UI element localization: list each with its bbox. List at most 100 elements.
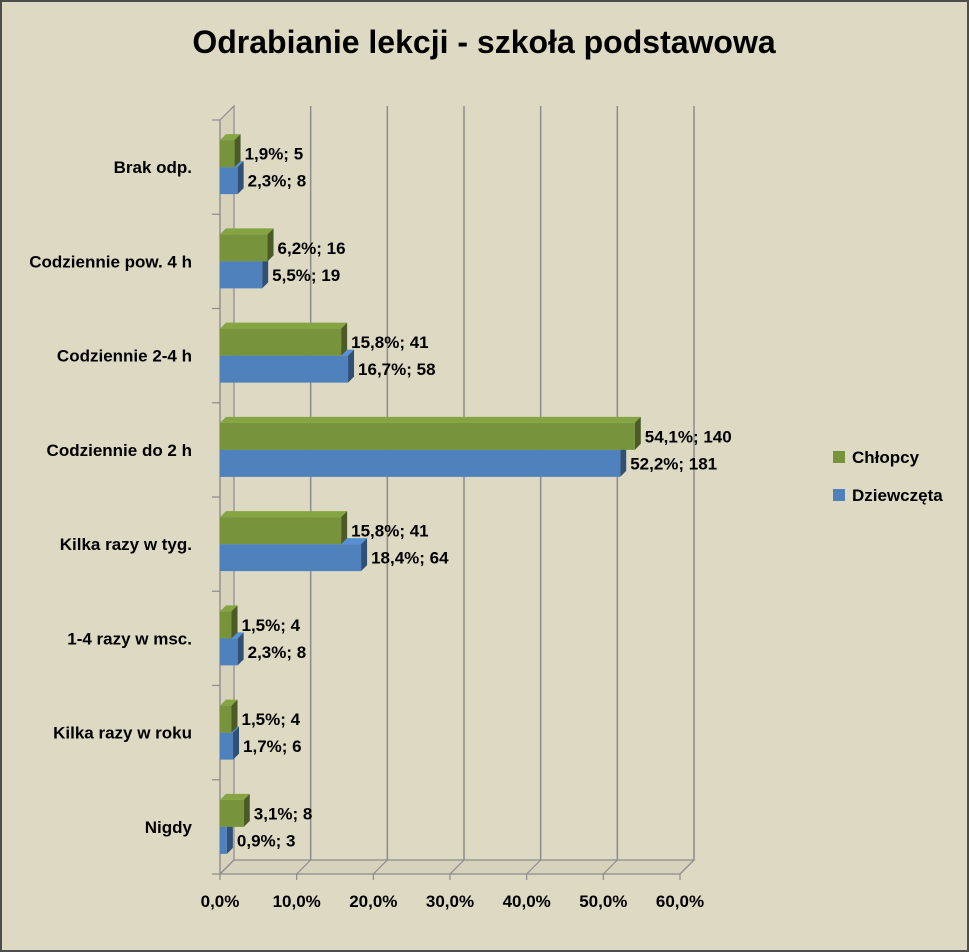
data-label: 0,9%; 3 xyxy=(237,831,296,850)
chart-title: Odrabianie lekcji - szkoła podstawowa xyxy=(192,24,775,60)
data-label: 1,7%; 6 xyxy=(243,737,302,756)
plot-walls xyxy=(218,104,696,876)
floor-gridline xyxy=(526,859,542,875)
bar-side-face xyxy=(237,632,244,666)
category-label: 1-4 razy w msc. xyxy=(67,629,192,648)
bar-chlopcy xyxy=(220,605,238,639)
data-label: 18,4%; 64 xyxy=(371,549,449,568)
gridlines xyxy=(219,106,695,875)
bar-chlopcy xyxy=(220,134,241,168)
bar-side-face xyxy=(341,322,348,356)
tick-labels: 0,0% 10,0% 20,0% 30,0% 40,0% 50,0% 60,0% xyxy=(201,892,704,911)
bar-top-face xyxy=(220,228,274,235)
data-label: 1,9%; 5 xyxy=(245,145,304,164)
floor-gridline xyxy=(296,859,312,875)
bar-front-face xyxy=(220,799,244,827)
bar-top-face xyxy=(220,322,348,329)
bar-side-face xyxy=(234,134,241,168)
bar-front-face xyxy=(220,638,238,666)
data-label: 1,5%; 4 xyxy=(242,616,301,635)
floor-gridline xyxy=(679,859,695,875)
category-labels: Brak odp. Codziennie pow. 4 h Codziennie 2… xyxy=(29,158,192,837)
bar-front-face xyxy=(220,705,232,733)
data-label: 52,2%; 181 xyxy=(630,454,717,473)
floor-gridline xyxy=(449,859,465,875)
bar-side-face xyxy=(361,538,368,572)
x-tick-label: 30,0% xyxy=(426,892,474,911)
bar-front-face xyxy=(220,732,234,760)
bar-side-face xyxy=(231,605,238,639)
legend-label: Dziewczęta xyxy=(852,486,943,505)
bar-side-face xyxy=(262,255,269,289)
bar-chlopcy xyxy=(220,793,250,827)
bar-side-face xyxy=(341,511,348,545)
x-tick-label: 60,0% xyxy=(656,892,704,911)
data-label: 5,5%; 19 xyxy=(272,266,340,285)
floor-gridline xyxy=(219,859,235,875)
data-label: 2,3%; 8 xyxy=(248,643,307,662)
category-label: Nigdy xyxy=(145,818,193,837)
bar-front-face xyxy=(220,544,362,572)
data-label: 2,3%; 8 xyxy=(248,172,307,191)
bar-side-face xyxy=(237,161,244,195)
data-labels: 2,3%; 8 1,9%; 5 5,5%; 19 6,2%; 16 16,7%; 58 1… xyxy=(237,145,732,851)
floor-gridline xyxy=(372,859,388,875)
x-tick-label: 50,0% xyxy=(579,892,627,911)
bar-front-face xyxy=(220,517,342,545)
bar-side-face xyxy=(243,793,250,827)
x-tick-label: 20,0% xyxy=(349,892,397,911)
legend-label: Chłopcy xyxy=(852,448,920,467)
bar-chlopcy xyxy=(220,511,348,545)
bar-dziewczeta xyxy=(220,443,627,477)
bar-top-face xyxy=(220,699,238,706)
bar-chlopcy xyxy=(220,322,348,356)
bar-top-face xyxy=(220,416,641,423)
bar-front-face xyxy=(220,261,263,289)
category-label: Codziennie do 2 h xyxy=(47,441,192,460)
data-label: 54,1%; 140 xyxy=(645,427,732,446)
bar-chlopcy xyxy=(220,228,274,262)
category-label: Codziennie pow. 4 h xyxy=(29,252,192,271)
bar-front-face xyxy=(220,140,235,168)
floor-gridline xyxy=(602,859,618,875)
bar-side-face xyxy=(233,726,240,760)
bar-top-face xyxy=(220,793,250,800)
axes xyxy=(212,119,681,880)
bar-side-face xyxy=(348,349,355,383)
data-label: 1,5%; 4 xyxy=(242,710,301,729)
bar-chlopcy xyxy=(220,699,238,733)
bar-top-face xyxy=(220,134,241,141)
data-label: 15,8%; 41 xyxy=(351,522,429,541)
bar-front-face xyxy=(220,355,349,383)
bar-side-face xyxy=(267,228,274,262)
bar-front-face xyxy=(220,422,635,450)
bar-chlopcy xyxy=(220,416,641,450)
bars xyxy=(220,134,641,854)
x-tick-label: 40,0% xyxy=(503,892,551,911)
data-label: 3,1%; 8 xyxy=(254,804,313,823)
bar-side-face xyxy=(226,820,233,854)
bar-front-face xyxy=(220,167,238,195)
x-tick-label: 0,0% xyxy=(201,892,240,911)
bar-front-face xyxy=(220,449,621,477)
data-label: 15,8%; 41 xyxy=(351,333,429,352)
bar-side-face xyxy=(620,443,627,477)
bar-top-face xyxy=(220,605,238,612)
category-label: Kilka razy w tyg. xyxy=(60,535,192,554)
bar-top-face xyxy=(220,511,348,518)
data-label: 16,7%; 58 xyxy=(358,360,436,379)
bar-front-face xyxy=(220,826,227,854)
legend: Chłopcy Dziewczęta xyxy=(833,448,943,505)
bar-front-face xyxy=(220,234,268,262)
bar-front-face xyxy=(220,328,342,356)
category-label: Kilka razy w roku xyxy=(53,724,192,743)
category-label: Codziennie 2-4 h xyxy=(57,347,192,366)
bar-side-face xyxy=(231,699,238,733)
legend-swatch xyxy=(833,489,845,501)
category-label: Brak odp. xyxy=(114,158,192,177)
x-tick-label: 10,0% xyxy=(273,892,321,911)
legend-swatch xyxy=(833,451,845,463)
bar-front-face xyxy=(220,611,232,639)
bar-side-face xyxy=(634,416,641,450)
